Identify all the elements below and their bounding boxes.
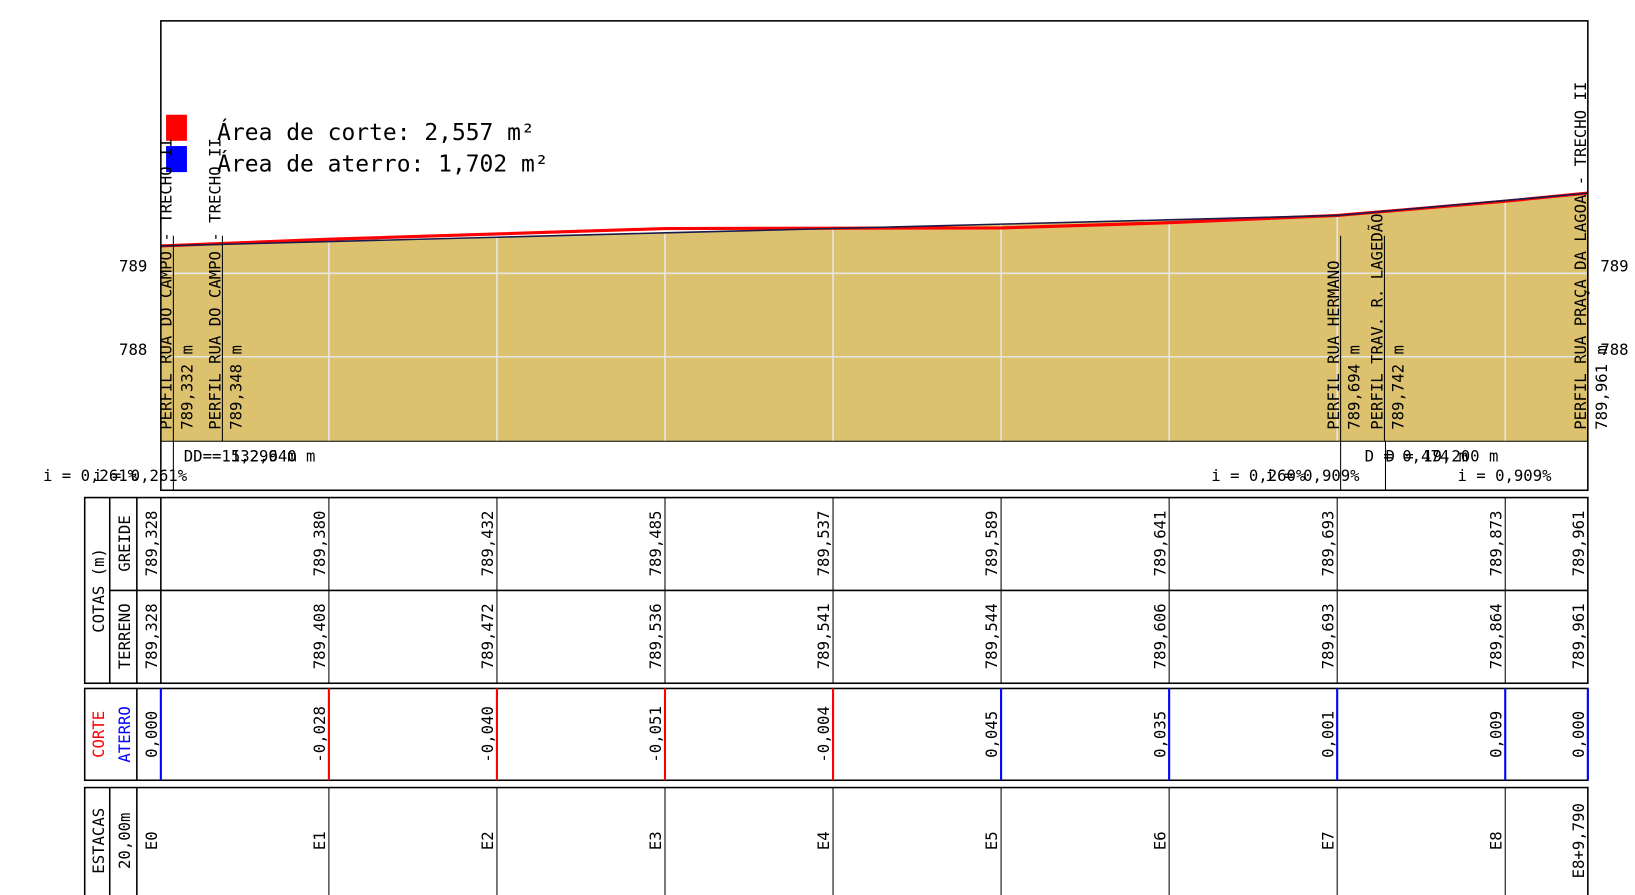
station-name: E1 [310,831,329,850]
profile-name: PERFIL RUA PRAÇA DA LAGOA - TRECHO II [1571,82,1590,430]
greide-value: 789,432 [478,511,497,577]
greide-header: GREIDE [115,515,134,571]
slope-note: i = 0,909% [1457,466,1552,485]
diff-value: 0,000 [1569,711,1588,758]
diff-value: -0,040 [478,706,497,762]
station-name: E0 [142,831,161,850]
diff-value: 0,009 [1486,711,1505,758]
terreno-value: 789,544 [982,603,1001,669]
diff-value: 0,001 [1318,711,1337,758]
profile-name: PERFIL RUA DO CAMPO - TRECHO II [206,138,225,430]
station-name: E6 [1150,831,1169,850]
terreno-value: 789,328 [142,603,161,669]
terreno-value: 789,472 [478,603,497,669]
terreno-value: 789,408 [310,603,329,669]
slope-note: i = 0,260% [1211,466,1306,485]
diff-value: -0,051 [646,706,665,762]
terreno-value: 789,693 [1318,603,1337,669]
table [159,497,1589,895]
greide-value: 789,537 [814,511,833,577]
greide-value: 789,873 [1486,511,1505,577]
slope-note: i = 0,261% [43,466,138,485]
terreno-value: 789,541 [814,603,833,669]
grade-line [160,192,1588,247]
ground-fill [160,193,1588,442]
station-name: E5 [982,831,1001,850]
slope-note: i = 0,261% [93,466,188,485]
profile-elevation: 789,694 m [1345,345,1364,430]
cut-swatch [166,114,187,141]
station-name: E7 [1318,831,1337,850]
profile-elevation: 789,961 m [1592,345,1611,430]
greide-value: 789,641 [1150,511,1169,577]
greide-value: 789,961 [1569,511,1588,577]
greide-value: 789,485 [646,511,665,577]
profile-name: PERFIL RUA DO CAMPO - TRECHO II [157,138,176,430]
slope-note: D = 0,474 m [1365,446,1468,465]
cotas-header: COTAS (m) [89,548,108,633]
profile-elevation: 789,348 m [227,345,246,430]
elevation-label: 789 [1600,257,1628,276]
aterro-header: ATERRO [115,706,134,762]
terreno-header: TERRENO [115,603,134,669]
estacas-header: ESTACAS [89,808,108,874]
elevation-label: 788 [119,340,147,359]
slope-note: i = 0,909% [1266,466,1361,485]
station-name: E8+9,790 [1569,803,1588,878]
terreno-value: 789,961 [1569,603,1588,669]
diff-value: 0,000 [142,711,161,758]
profile-plot [160,191,1588,442]
greide-value: 789,380 [310,511,329,577]
profile-elevation: 789,332 m [177,345,196,430]
terreno-value: 789,606 [1150,603,1169,669]
fill-legend: Área de aterro: 1,702 m² [217,149,548,177]
diff-value: 0,045 [982,711,1001,758]
elevation-label: 789 [119,257,147,276]
elevation-label: 788 [1600,340,1628,359]
terreno-value: 789,864 [1486,603,1505,669]
corte-header: CORTE [89,711,108,758]
slope-note: D = 132,940 m [193,446,315,465]
diff-value: 0,035 [1150,711,1169,758]
slope-note: D = 19,200 m [1385,446,1498,465]
greide-value: 789,693 [1318,511,1337,577]
fill-swatch [166,146,187,173]
diff-value: -0,004 [814,706,833,762]
diff-value: -0,028 [310,706,329,762]
greide-value: 789,328 [142,511,161,577]
slope-note: D = 15,296 m [184,446,297,465]
spacing-header: 20,00m [115,813,134,869]
station-name: E2 [478,831,497,850]
greide-value: 789,589 [982,511,1001,577]
station-name: E3 [646,831,665,850]
station-name: E4 [814,831,833,850]
cut-legend: Área de corte: 2,557 m² [217,118,535,146]
terreno-value: 789,536 [646,603,665,669]
profile-elevation: 789,742 m [1389,345,1408,430]
profile-name: PERFIL RUA HERMANO [1324,260,1343,429]
station-name: E8 [1486,831,1505,850]
profile-name: PERFIL TRAV. R. LAGEDÃO [1368,213,1387,429]
